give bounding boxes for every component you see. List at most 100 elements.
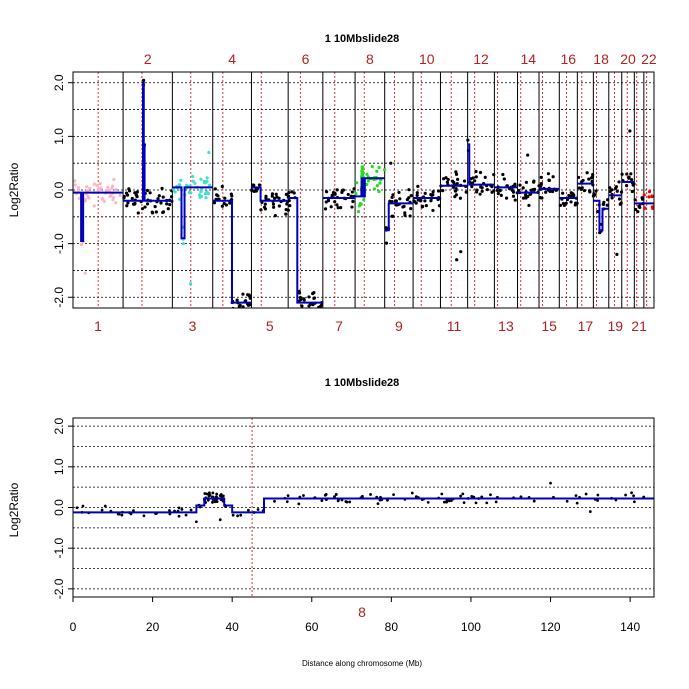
data-point	[596, 499, 599, 502]
data-point	[157, 194, 161, 198]
data-point	[323, 207, 328, 211]
data-point	[320, 499, 324, 503]
data-point	[114, 187, 118, 192]
outlier-point	[189, 282, 193, 286]
data-point	[211, 491, 215, 495]
data-point	[235, 298, 239, 302]
data-point	[416, 198, 420, 202]
outlier-point	[549, 481, 552, 485]
data-point	[615, 189, 619, 193]
bottom-x-tick-label: 80	[385, 620, 399, 634]
chromosome-label-top: 10	[419, 51, 435, 67]
data-point	[647, 195, 651, 199]
data-point	[437, 189, 441, 193]
data-point	[273, 213, 277, 218]
data-point	[302, 494, 305, 497]
data-point	[221, 494, 225, 498]
data-point	[120, 513, 124, 517]
data-point	[350, 190, 354, 194]
outlier-point	[628, 129, 632, 133]
data-point	[145, 188, 150, 193]
data-point	[415, 191, 419, 195]
data-point	[420, 205, 424, 209]
data-point	[537, 184, 541, 188]
data-point	[650, 194, 654, 199]
data-point	[102, 199, 106, 203]
data-point	[442, 500, 446, 504]
data-point	[98, 181, 102, 186]
data-point	[85, 185, 89, 189]
data-point	[299, 297, 303, 302]
data-point	[544, 190, 548, 194]
data-point	[561, 191, 565, 195]
data-point	[143, 205, 147, 209]
data-point	[470, 494, 474, 498]
data-point	[100, 196, 104, 201]
chromosome-label-top: 22	[641, 51, 657, 67]
data-point	[587, 177, 591, 181]
data-point	[474, 175, 478, 179]
segment-line	[384, 202, 414, 232]
data-point	[198, 195, 202, 199]
outlier-point	[526, 153, 530, 157]
data-point	[370, 164, 374, 169]
data-point	[610, 196, 614, 200]
data-point	[199, 187, 204, 192]
data-point	[351, 199, 355, 204]
data-point	[403, 211, 407, 215]
data-point	[454, 170, 458, 174]
data-point	[568, 194, 573, 198]
data-point	[205, 176, 209, 180]
data-point	[499, 193, 503, 197]
data-point	[136, 211, 140, 215]
data-point	[350, 205, 354, 209]
data-point	[423, 199, 427, 203]
data-point	[241, 292, 245, 296]
data-point	[480, 186, 484, 190]
data-point	[642, 193, 646, 197]
chromosome-label-top: 4	[228, 51, 236, 67]
data-point	[189, 191, 193, 195]
data-point	[620, 172, 624, 176]
data-point	[437, 204, 442, 208]
top-genome-panel: 2 4 6 8 10 12 14 16 18 20 221 3 5 7 9 11 13 15 17 19 21-2.0-…	[52, 51, 657, 334]
data-point	[391, 193, 395, 197]
chromosome-label-bottom: 3	[189, 318, 197, 334]
data-point	[593, 193, 597, 197]
data-point	[480, 189, 484, 193]
data-point	[474, 501, 478, 505]
data-point	[215, 193, 219, 197]
data-point	[87, 196, 91, 200]
data-point	[445, 180, 450, 184]
segment-line	[172, 186, 213, 240]
data-point	[372, 187, 377, 191]
data-point	[527, 203, 531, 208]
data-point	[375, 169, 379, 173]
data-point	[98, 187, 103, 192]
bottom-y-tick-label: 0.0	[52, 499, 66, 516]
data-point	[333, 495, 336, 499]
data-point	[154, 210, 158, 214]
data-point	[324, 493, 328, 496]
chromosome-label-top: 20	[620, 51, 636, 67]
data-point	[580, 186, 584, 190]
data-point	[546, 172, 551, 176]
outlier-point	[459, 250, 463, 254]
data-point	[135, 194, 139, 199]
data-point	[474, 169, 478, 174]
data-point	[275, 195, 279, 199]
data-point	[459, 494, 463, 498]
data-point	[256, 508, 260, 511]
data-point	[317, 305, 321, 308]
data-point	[524, 195, 528, 199]
data-point	[403, 213, 407, 217]
data-point	[184, 513, 188, 517]
chromosome-label-top: 12	[473, 51, 489, 67]
data-point	[388, 199, 392, 203]
data-point	[220, 204, 224, 208]
bottom-y-tick-label: 2.0	[52, 417, 66, 434]
chromosome-label-bottom: 13	[498, 318, 514, 334]
data-point	[409, 194, 413, 198]
data-point	[606, 198, 610, 202]
